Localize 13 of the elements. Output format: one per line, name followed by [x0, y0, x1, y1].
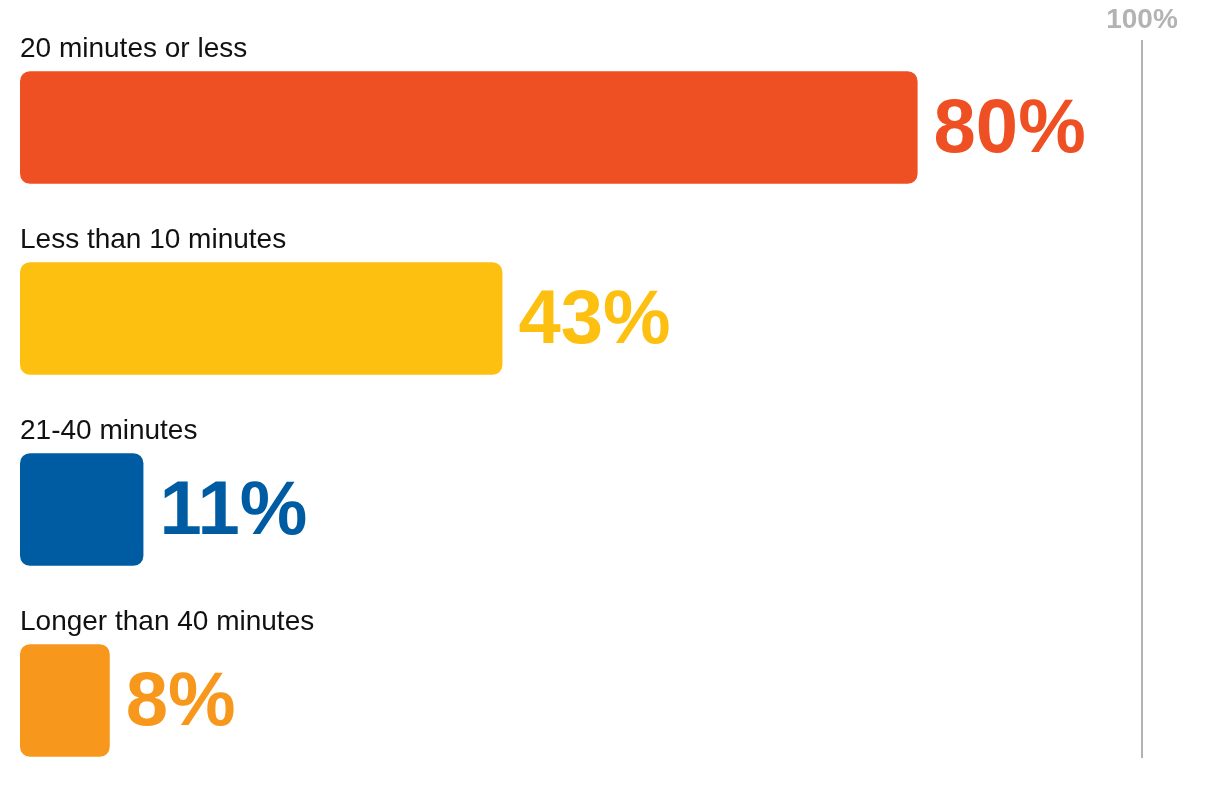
y-tick-label: Less than 10 minutes: [20, 222, 287, 254]
y-tick-label: Longer than 40 minutes: [20, 604, 315, 636]
data-label: 80%: [933, 83, 1086, 169]
data-label: 43%: [518, 274, 671, 360]
y-tick-label: 20 minutes or less: [20, 31, 248, 63]
y-tick-label: 21-40 minutes: [20, 413, 198, 445]
bar: [20, 262, 503, 375]
ref-line-label: 100%: [1106, 2, 1178, 34]
data-label: 11%: [159, 465, 308, 551]
bar: [20, 71, 918, 184]
bar: [20, 644, 110, 757]
bar: [20, 453, 144, 566]
data-label: 8%: [125, 656, 236, 742]
